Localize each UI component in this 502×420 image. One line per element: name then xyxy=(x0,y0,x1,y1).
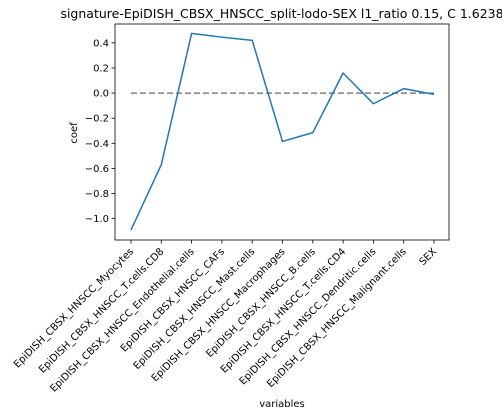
x-tick-label: EpiDISH_CBSX_HNSCC_Myocytes xyxy=(12,246,136,370)
x-tick-label: SEX xyxy=(418,246,440,268)
y-tick-label: 0.2 xyxy=(93,63,109,74)
y-tick-label: −0.2 xyxy=(85,114,109,125)
plot-area: −1.0 −0.8 −0.6 −0.4 −0.2 0.0 0.2 0.4 EpiDISH_CBS… xyxy=(12,23,450,395)
series-line xyxy=(130,32,435,231)
x-tick-label: EpiDISH_CBSX_HNSCC_Malignant.cells xyxy=(265,246,409,390)
y-tick-label: 0.4 xyxy=(93,38,109,49)
y-tick-label: 0.0 xyxy=(93,89,109,100)
y-tick-label: −0.8 xyxy=(85,189,109,200)
x-axis-label: variables xyxy=(259,399,305,410)
y-tick-label: −0.4 xyxy=(85,139,109,150)
y-axis-label: coef xyxy=(69,122,80,144)
plot-frame xyxy=(114,23,450,241)
x-tick-label: EpiDISH_CBSX_HNSCC_B.cells xyxy=(204,246,318,360)
y-tick-label: −1.0 xyxy=(85,214,109,225)
chart-title: signature-EpiDISH_CBSX_HNSCC_split-lodo-… xyxy=(60,6,502,21)
y-tick-label: −0.6 xyxy=(85,164,109,175)
